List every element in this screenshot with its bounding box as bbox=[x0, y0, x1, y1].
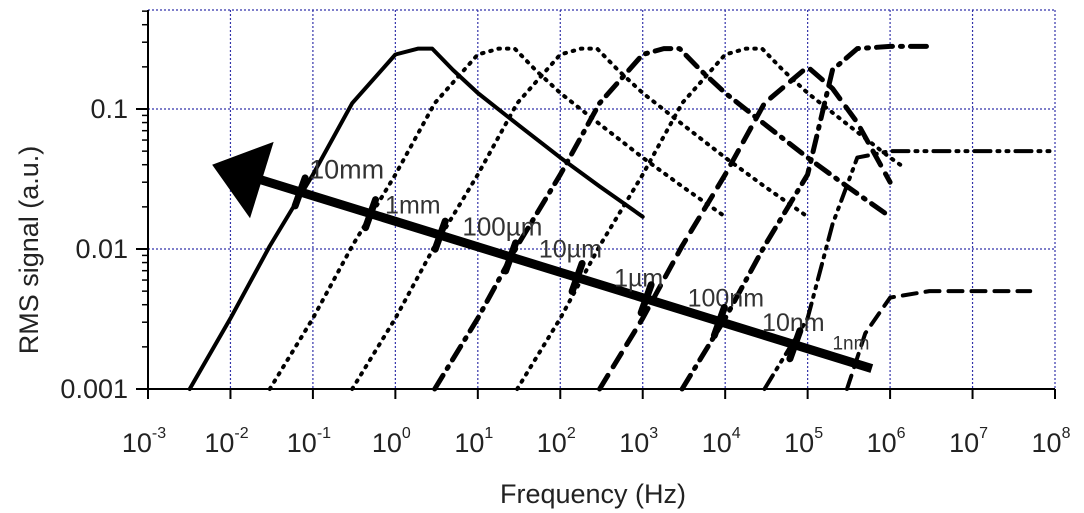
size-arrow bbox=[212, 141, 874, 373]
y-tick-label: 0.1 bbox=[90, 94, 128, 124]
series-line-2 bbox=[267, 46, 728, 391]
x-tick-label: 103 bbox=[619, 425, 658, 458]
size-label: 1mm bbox=[385, 191, 441, 219]
arrow-shaft bbox=[253, 173, 874, 373]
arrow-crossing-tick bbox=[362, 196, 380, 232]
arrow-crossing-tick bbox=[710, 303, 728, 339]
x-tick-label: 102 bbox=[537, 425, 576, 458]
axes: 10-3 10-2 10-1 100 101 102 103 104 105 106 107 108 0… bbox=[60, 10, 1071, 458]
y-axis-title: RMS signal (a.u.) bbox=[14, 146, 44, 355]
series-line-4 bbox=[432, 46, 893, 392]
grid bbox=[148, 9, 1056, 389]
series-group bbox=[187, 43, 1057, 392]
y-tick-label: 0.01 bbox=[75, 234, 128, 264]
x-tick-label: 106 bbox=[867, 425, 906, 458]
arrow-crossing-tick bbox=[431, 217, 449, 253]
x-tick-label: 105 bbox=[784, 425, 823, 458]
arrow-crossing-tick bbox=[786, 327, 804, 363]
series-line-9 bbox=[845, 289, 1033, 391]
series-line-6 bbox=[597, 64, 893, 392]
x-tick-label: 108 bbox=[1032, 425, 1071, 458]
y-tick-label: 0.001 bbox=[60, 374, 128, 404]
size-label: 1µm bbox=[614, 264, 663, 292]
series-line-1 bbox=[187, 46, 645, 391]
x-tick-label: 10-2 bbox=[204, 425, 248, 458]
size-label: 10mm bbox=[309, 154, 384, 184]
x-tick-label: 107 bbox=[949, 425, 988, 458]
size-label: 100µm bbox=[462, 211, 542, 241]
size-label: 1nm bbox=[832, 333, 869, 354]
series-line-8 bbox=[762, 149, 1057, 391]
x-tick-label: 104 bbox=[702, 425, 741, 458]
size-label: 10µm bbox=[539, 235, 602, 263]
x-tick-label: 10-1 bbox=[287, 425, 331, 458]
x-tick-label: 100 bbox=[372, 425, 411, 458]
series-line-5 bbox=[515, 46, 907, 391]
arrow-crossing-tick bbox=[637, 281, 655, 317]
arrow-crossing-tick bbox=[502, 239, 520, 275]
arrow-head bbox=[212, 141, 274, 219]
arrow-crossing-tick bbox=[291, 174, 309, 210]
x-tick-label: 101 bbox=[454, 425, 493, 458]
x-axis-title: Frequency (Hz) bbox=[500, 479, 686, 509]
x-tick-label: 10-3 bbox=[122, 425, 166, 458]
arrow-crossing-tick bbox=[568, 259, 586, 295]
series-line-7 bbox=[679, 43, 930, 392]
size-label: 10nm bbox=[762, 309, 825, 337]
